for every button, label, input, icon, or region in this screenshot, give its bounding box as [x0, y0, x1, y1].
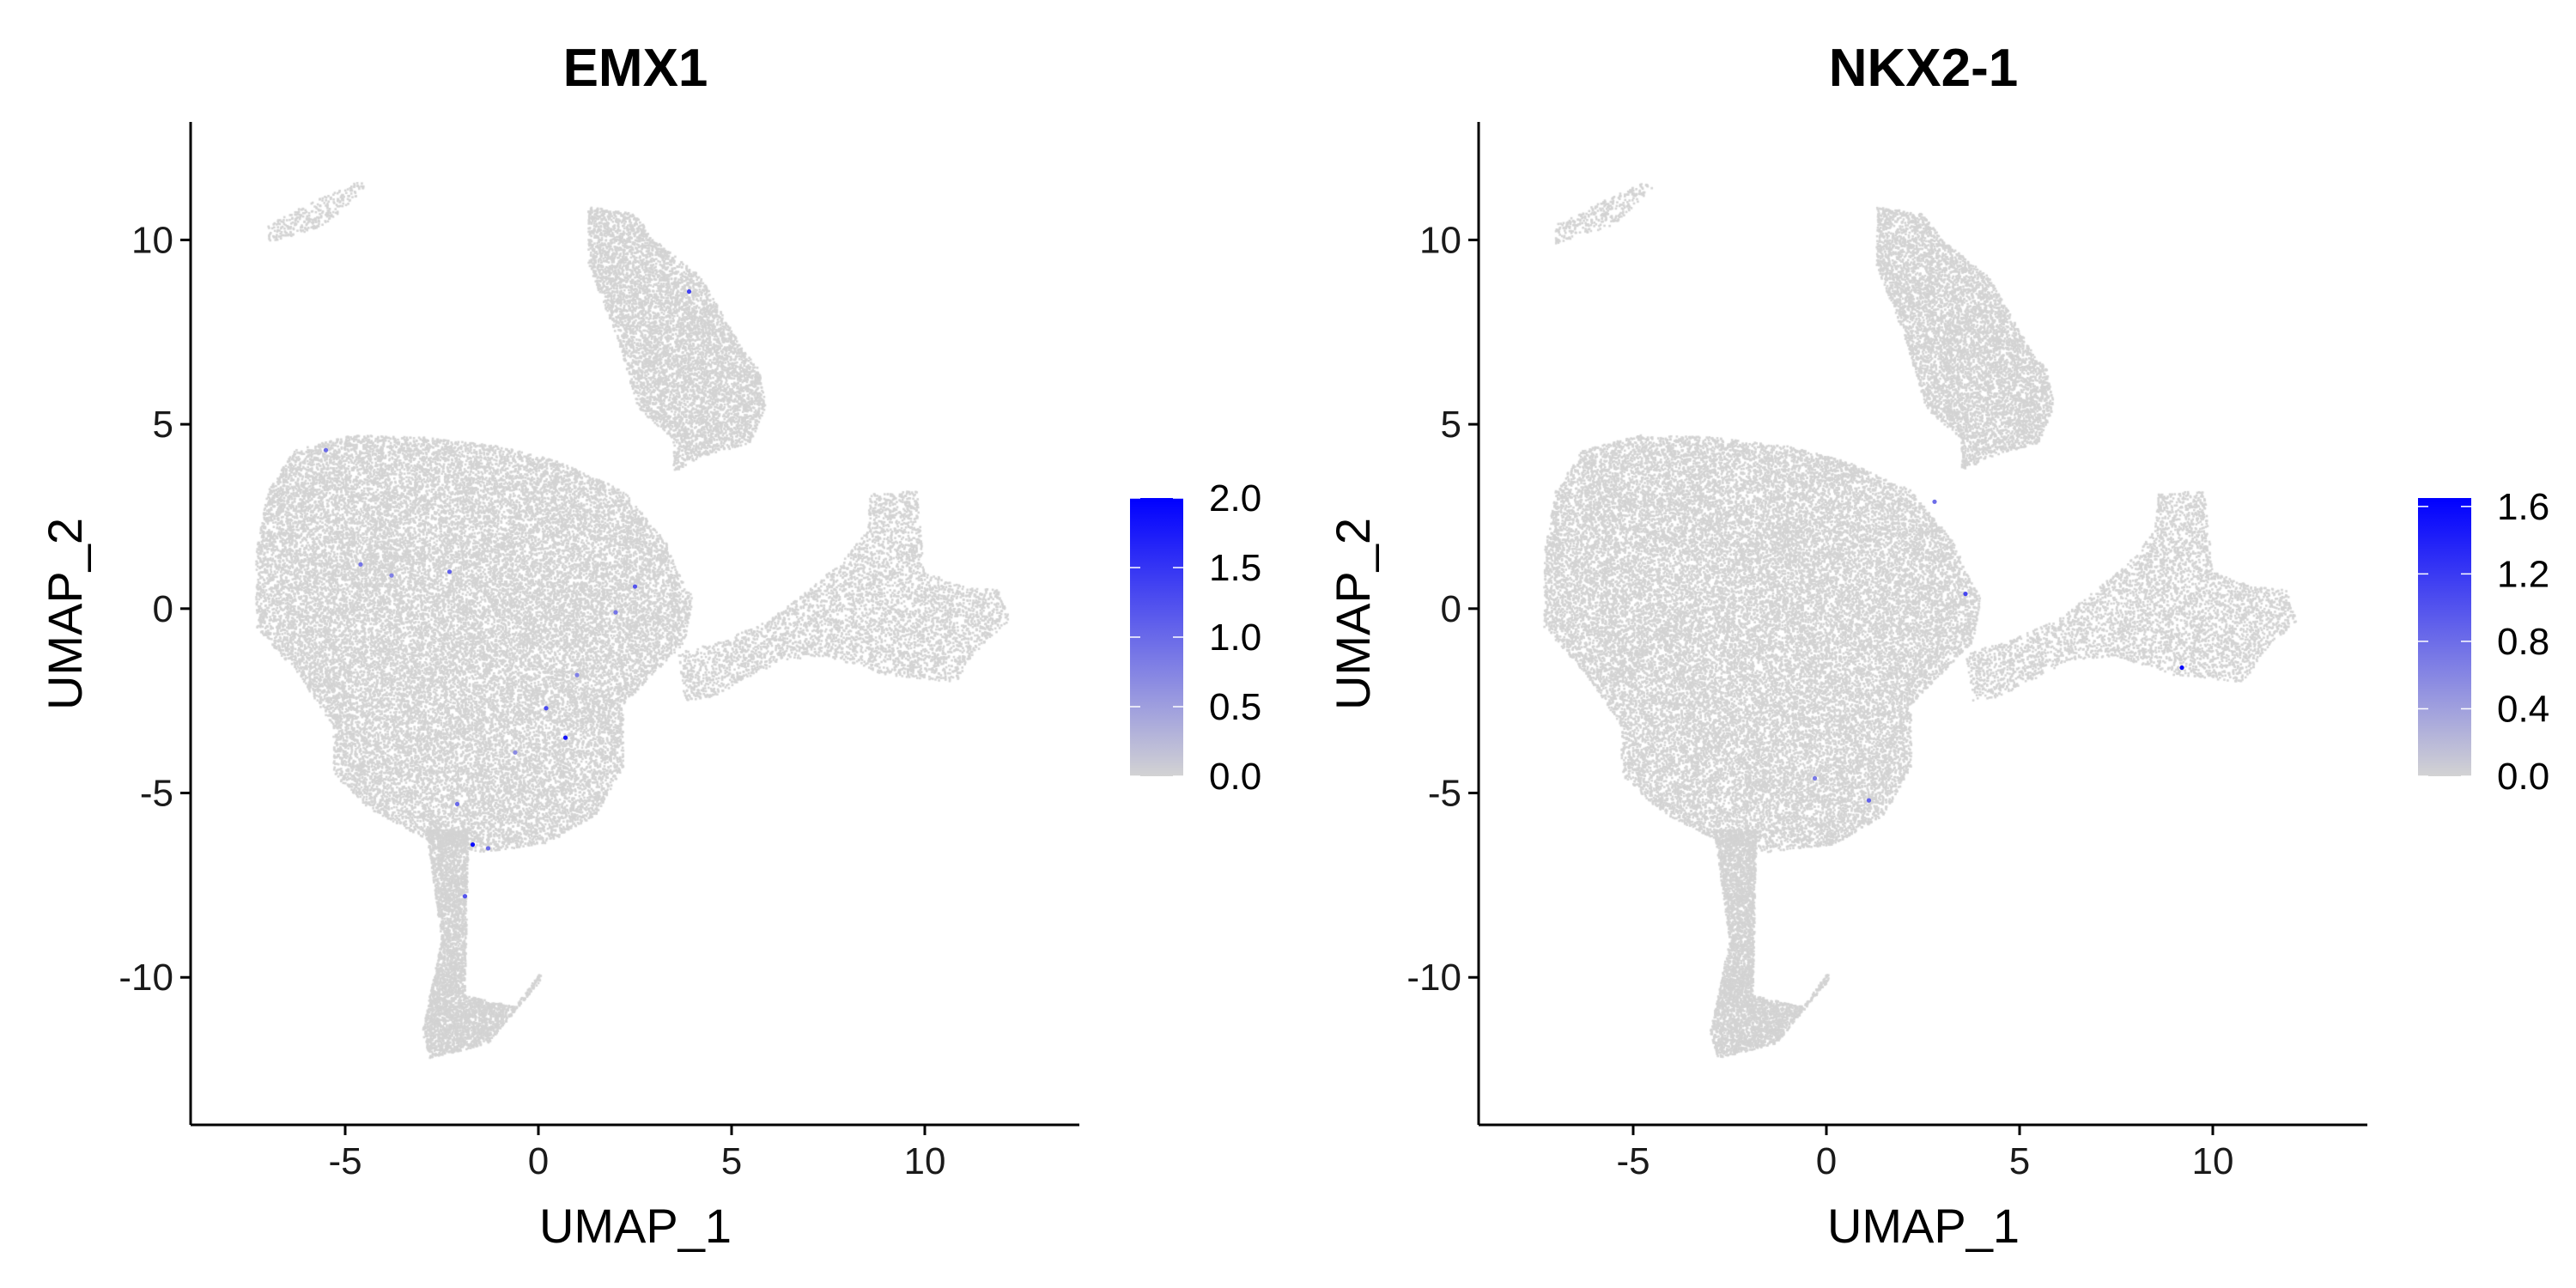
expressing-cell-point: [1866, 798, 1872, 803]
x-axis-label: UMAP_1: [1827, 1199, 2020, 1253]
y-tick-label: 0: [1441, 588, 1461, 630]
y-tick-label: 0: [153, 588, 173, 630]
y-tick-label: 10: [131, 219, 173, 261]
colorbar-tick-label: 1.2: [2497, 553, 2549, 595]
y-tick-label: 5: [1441, 404, 1461, 446]
colorbar-tick-label: 1.0: [1209, 617, 1261, 659]
y-tick-label: -5: [140, 773, 173, 815]
x-tick-label: 10: [2192, 1140, 2234, 1182]
y-axis-label: UMAP_2: [38, 518, 92, 710]
expressing-cell-point: [686, 289, 692, 295]
colorbar: [2418, 498, 2471, 776]
x-tick-label: -5: [1616, 1140, 1649, 1182]
expressing-cell-point: [1812, 775, 1818, 781]
expressing-cell-point: [574, 672, 580, 677]
x-tick-label: 10: [904, 1140, 946, 1182]
colorbar-tick-label: 0.0: [2497, 756, 2549, 798]
expressing-cell-point: [358, 562, 363, 567]
y-axis-label: UMAP_2: [1326, 518, 1380, 710]
expressing-cell-point: [323, 447, 329, 453]
colorbar-legend: 0.0 0.4 0.8 1.2 1.6: [2418, 486, 2549, 798]
expressing-cell-point: [632, 584, 638, 589]
emx1-feature-plot: EMX1 UMAP_1 UMAP_2 -5 0 5 10 -10 -5 0 5 10 0.0 0.5…: [38, 39, 1261, 1253]
y-tick-label: -10: [1406, 957, 1461, 999]
background-cells: [1479, 122, 2367, 1125]
y-tick-label: -5: [1428, 773, 1461, 815]
expressing-cells: [1812, 499, 2184, 803]
expressing-cell-point: [1963, 592, 1968, 597]
colorbar-tick-label: 1.5: [1209, 547, 1261, 589]
expressing-cell-point: [389, 573, 394, 578]
expressing-cell-point: [462, 894, 468, 899]
x-tick-label: 0: [1816, 1140, 1837, 1182]
x-tick-label: 0: [528, 1140, 549, 1182]
axes: -5 0 5 10 -10 -5 0 5 10: [1406, 122, 2367, 1182]
expressing-cell-point: [544, 706, 549, 711]
y-tick-label: 10: [1419, 219, 1461, 261]
x-tick-label: -5: [328, 1140, 361, 1182]
cell-density-canvas: [1479, 122, 2367, 1125]
x-tick-label: 5: [721, 1140, 742, 1182]
colorbar-tick-label: 2.0: [1209, 477, 1261, 519]
expressing-cell-point: [447, 569, 453, 574]
colorbar-legend: 0.0 0.5 1.0 1.5 2.0: [1130, 477, 1261, 798]
axes: -5 0 5 10 -10 -5 0 5 10: [118, 122, 1079, 1182]
emx1-plot-svg: EMX1 UMAP_1 UMAP_2 -5 0 5 10 -10 -5 0 5 10 0.0 0.5…: [38, 39, 1261, 1253]
plot-title: EMX1: [563, 39, 708, 98]
expressing-cell-point: [485, 846, 491, 851]
y-tick-label: 5: [153, 404, 173, 446]
nkx2-1-feature-plot: NKX2-1 UMAP_1 UMAP_2 -5 0 5 10 -10 -5 0 5 10 0.0 0…: [1288, 0, 2576, 1288]
expressing-cell-point: [470, 842, 476, 848]
expressing-cell-point: [562, 735, 568, 740]
expressing-cell-point: [1932, 499, 1937, 504]
x-tick-label: 5: [2009, 1140, 2030, 1182]
background-cells: [191, 122, 1079, 1125]
colorbar-tick-label: 1.6: [2497, 486, 2549, 528]
expressing-cells: [323, 289, 692, 899]
plot-title: NKX2-1: [1829, 39, 2019, 98]
nkx2-1-plot-svg: NKX2-1 UMAP_1 UMAP_2 -5 0 5 10-10-505100.00…: [1326, 39, 2549, 1253]
expressing-cell-point: [2179, 665, 2184, 671]
expressing-cell-point: [454, 801, 460, 807]
x-axis-label: UMAP_1: [539, 1199, 732, 1253]
expressing-cell-point: [513, 750, 518, 755]
colorbar-tick-label: 0.4: [2497, 688, 2549, 730]
colorbar-tick-label: 0.8: [2497, 621, 2549, 663]
cell-density-canvas: [191, 122, 1079, 1125]
y-tick-label: -10: [118, 957, 173, 999]
colorbar-tick-label: 0.0: [1209, 756, 1261, 798]
expressing-cell-point: [613, 610, 618, 615]
colorbar-tick-label: 0.5: [1209, 686, 1261, 728]
